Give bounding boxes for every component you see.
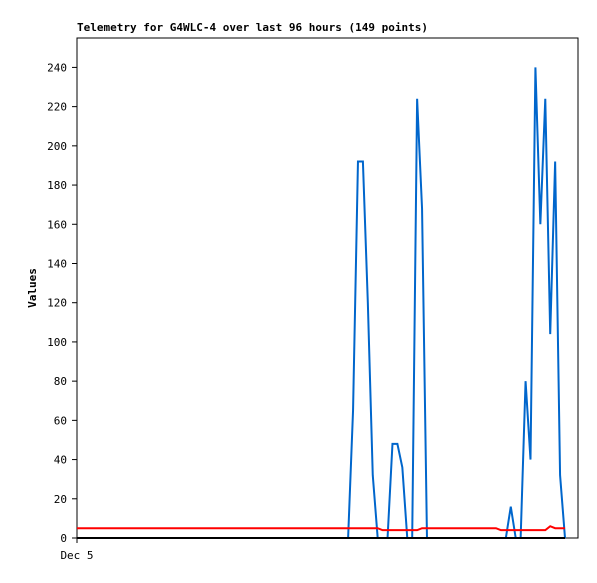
y-tick-label: 160 (47, 218, 67, 231)
y-tick-label: 80 (54, 375, 67, 388)
y-tick-label: 120 (47, 297, 67, 310)
y-tick-label: 140 (47, 257, 67, 270)
y-tick-label: 100 (47, 336, 67, 349)
y-tick-label: 40 (54, 454, 67, 467)
series-line (77, 525, 565, 532)
y-tick-label: 240 (47, 61, 67, 74)
y-tick-label: 200 (47, 140, 67, 153)
x-tick-label: Dec 5 (60, 549, 93, 562)
y-tick-label: 60 (54, 414, 67, 427)
y-tick-label: 220 (47, 101, 67, 114)
y-tick-label: 180 (47, 179, 67, 192)
chart-title: Telemetry for G4WLC-4 over last 96 hours… (77, 21, 428, 34)
y-axis-label: Values (26, 268, 39, 308)
y-tick-label: 0 (60, 532, 67, 545)
plot-area (76, 37, 579, 539)
y-tick-label: 20 (54, 493, 67, 506)
